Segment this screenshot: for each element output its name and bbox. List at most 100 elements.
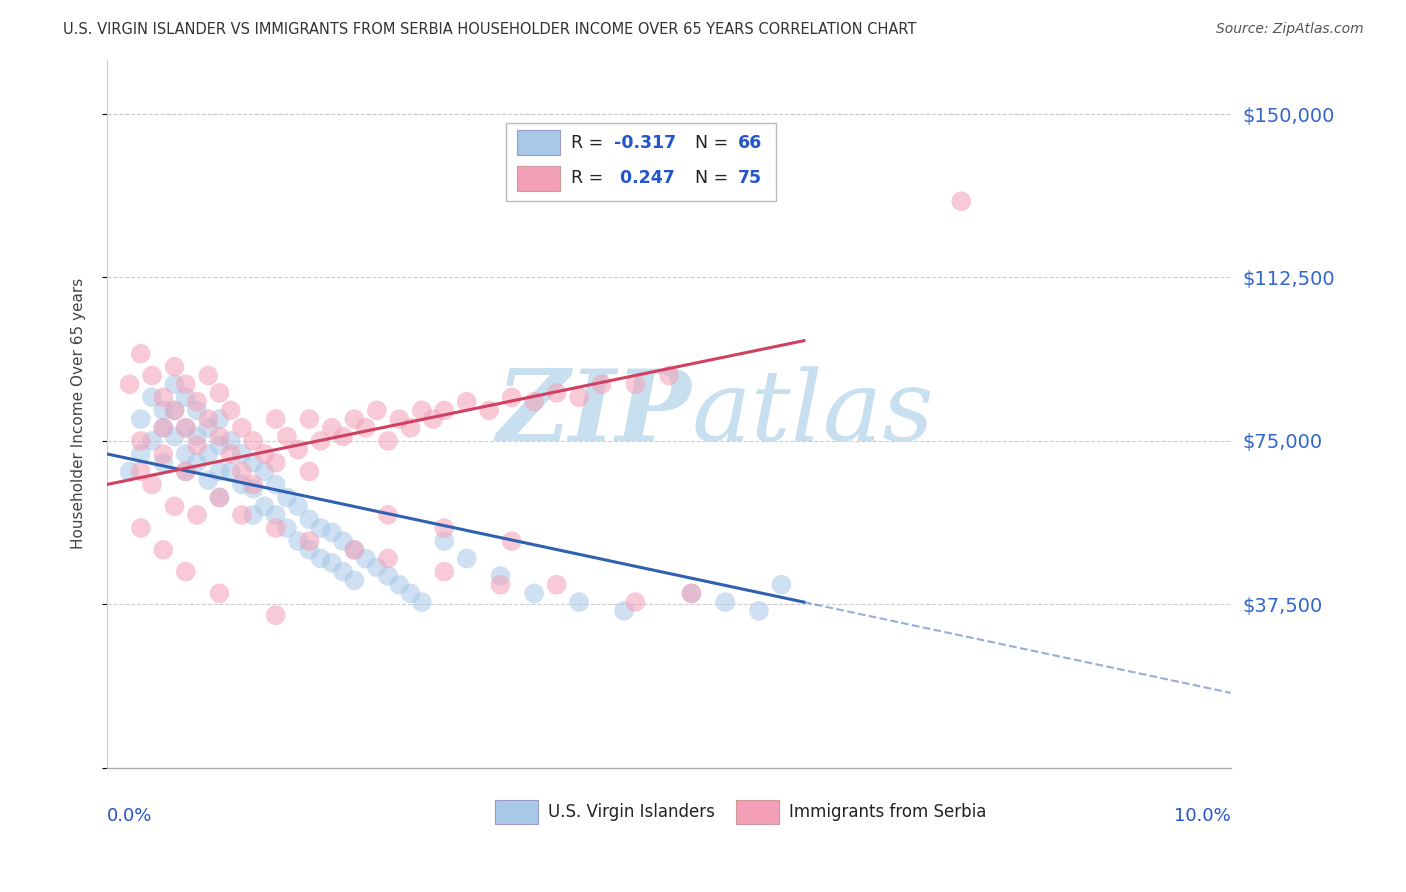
Point [332, 565, 354, 579]
Point [399, 421, 422, 435]
Point [208, 412, 231, 426]
Text: U.S. VIRGIN ISLANDER VS IMMIGRANTS FROM SERBIA HOUSEHOLDER INCOME OVER 65 YEARS : U.S. VIRGIN ISLANDER VS IMMIGRANTS FROM … [63, 22, 917, 37]
Point [231, 477, 253, 491]
Point [714, 595, 737, 609]
Point [129, 434, 152, 448]
Point [231, 464, 253, 478]
Point [186, 508, 208, 522]
Point [253, 447, 276, 461]
Point [129, 447, 152, 461]
Text: 66: 66 [738, 134, 762, 152]
Point [388, 412, 411, 426]
Text: -0.317: -0.317 [614, 134, 676, 152]
Point [219, 434, 242, 448]
Point [118, 464, 141, 478]
Point [152, 456, 174, 470]
Point [197, 421, 219, 435]
Point [377, 508, 399, 522]
Point [174, 377, 197, 392]
FancyBboxPatch shape [737, 799, 779, 824]
Text: 75: 75 [738, 169, 762, 187]
Text: U.S. Virgin Islanders: U.S. Virgin Islanders [548, 803, 714, 821]
Text: R =: R = [571, 134, 609, 152]
Point [287, 500, 309, 514]
Point [568, 595, 591, 609]
Point [163, 377, 186, 392]
Point [354, 421, 377, 435]
Point [343, 574, 366, 588]
Point [174, 447, 197, 461]
Point [366, 560, 388, 574]
Point [129, 521, 152, 535]
Point [613, 604, 636, 618]
Point [309, 551, 332, 566]
Point [770, 577, 793, 591]
Point [568, 390, 591, 404]
Point [141, 368, 163, 383]
Point [174, 565, 197, 579]
Point [343, 542, 366, 557]
Point [298, 542, 321, 557]
Point [152, 403, 174, 417]
Point [298, 412, 321, 426]
Text: N =: N = [695, 134, 734, 152]
Point [422, 412, 444, 426]
Point [242, 456, 264, 470]
Point [433, 403, 456, 417]
Point [276, 491, 298, 505]
Point [433, 534, 456, 549]
FancyBboxPatch shape [495, 799, 537, 824]
FancyBboxPatch shape [506, 123, 776, 202]
Point [950, 194, 973, 209]
Point [399, 586, 422, 600]
Text: N =: N = [695, 169, 734, 187]
Point [208, 438, 231, 452]
Point [411, 595, 433, 609]
Point [456, 394, 478, 409]
Point [388, 577, 411, 591]
Point [231, 447, 253, 461]
Point [264, 508, 287, 522]
Text: 10.0%: 10.0% [1174, 806, 1232, 824]
FancyBboxPatch shape [517, 130, 560, 155]
Point [174, 421, 197, 435]
Point [591, 377, 613, 392]
Point [186, 403, 208, 417]
FancyBboxPatch shape [517, 166, 560, 191]
Point [163, 403, 186, 417]
Point [681, 586, 703, 600]
Point [141, 477, 163, 491]
Point [332, 534, 354, 549]
Point [433, 565, 456, 579]
Point [433, 521, 456, 535]
Point [748, 604, 770, 618]
Point [253, 500, 276, 514]
Point [523, 586, 546, 600]
Point [242, 508, 264, 522]
Point [264, 477, 287, 491]
Point [152, 447, 174, 461]
Point [129, 347, 152, 361]
Point [219, 403, 242, 417]
Point [343, 412, 366, 426]
Text: Source: ZipAtlas.com: Source: ZipAtlas.com [1216, 22, 1364, 37]
Point [309, 521, 332, 535]
Point [489, 569, 512, 583]
Point [658, 368, 681, 383]
Y-axis label: Householder Income Over 65 years: Householder Income Over 65 years [72, 278, 86, 549]
Point [489, 577, 512, 591]
Point [377, 551, 399, 566]
Point [231, 508, 253, 522]
Text: 0.0%: 0.0% [107, 806, 152, 824]
Point [208, 386, 231, 401]
Point [332, 429, 354, 443]
Point [186, 438, 208, 452]
Point [478, 403, 501, 417]
Point [264, 608, 287, 623]
Point [287, 534, 309, 549]
Point [174, 421, 197, 435]
Point [242, 482, 264, 496]
Point [411, 403, 433, 417]
Point [208, 464, 231, 478]
Point [681, 586, 703, 600]
